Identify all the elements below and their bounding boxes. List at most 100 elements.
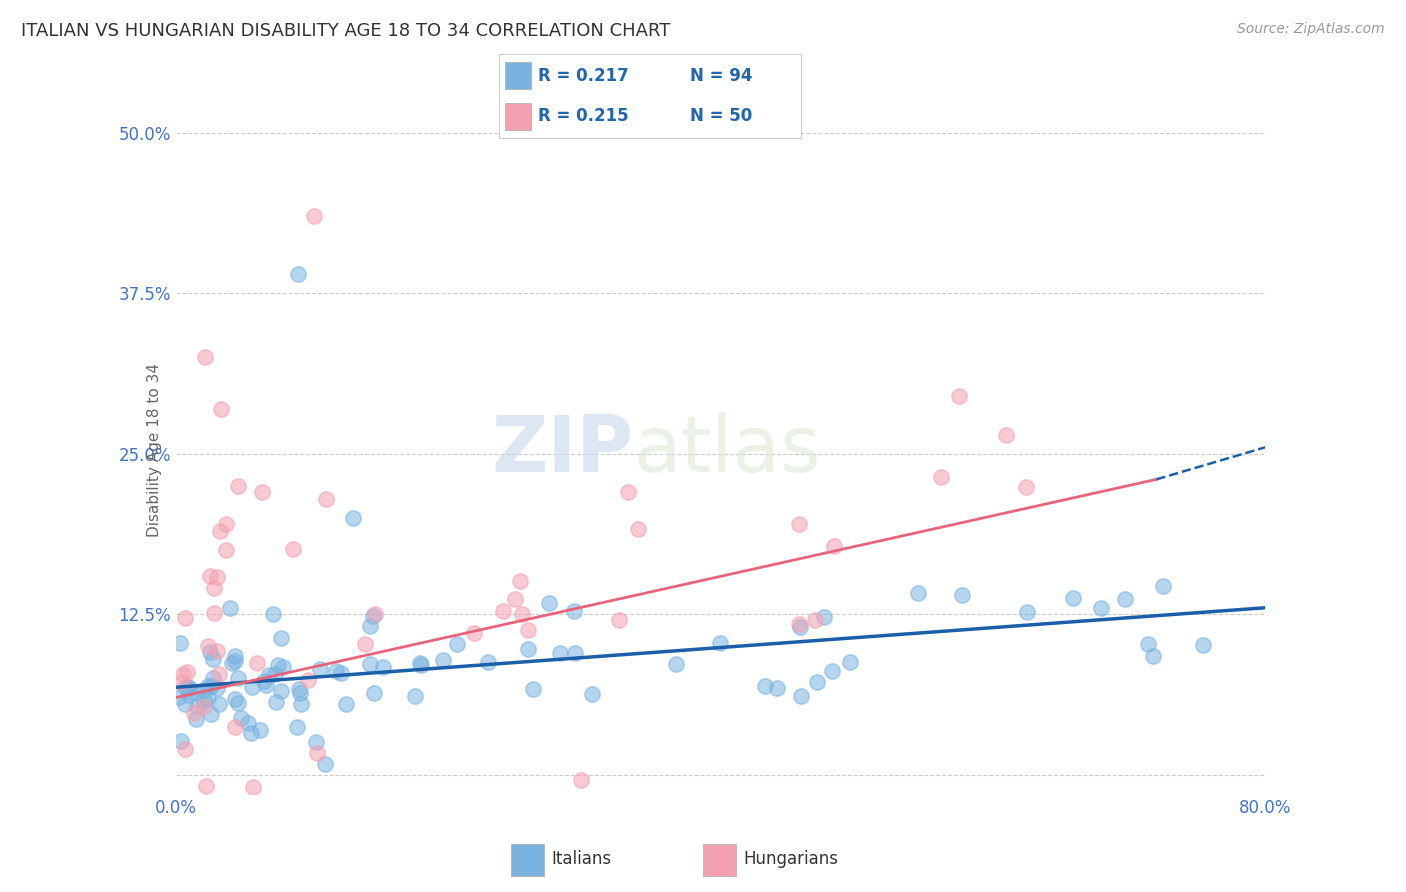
- Point: [170, 733, 193, 747]
- Point: [218, 601, 240, 615]
- Point: [224, 654, 246, 668]
- Point: [342, 511, 364, 525]
- Point: [564, 604, 586, 618]
- Point: [208, 697, 231, 711]
- Point: [169, 690, 191, 704]
- Point: [335, 698, 357, 712]
- Point: [517, 623, 540, 637]
- Point: [329, 666, 352, 681]
- Point: [224, 720, 246, 734]
- Point: [184, 685, 207, 699]
- Point: [516, 642, 538, 657]
- Point: [754, 680, 776, 694]
- Point: [304, 209, 326, 223]
- Point: [325, 664, 347, 678]
- Point: [257, 667, 280, 681]
- Bar: [505, 103, 531, 130]
- Point: [252, 485, 274, 500]
- Point: [184, 712, 207, 726]
- Point: [246, 656, 269, 670]
- Point: [177, 689, 200, 703]
- Point: [288, 686, 311, 700]
- Point: [359, 657, 381, 671]
- Point: [177, 681, 200, 696]
- Point: [236, 716, 259, 731]
- Bar: [510, 844, 544, 876]
- Point: [509, 574, 531, 589]
- Point: [202, 606, 225, 620]
- Point: [510, 607, 533, 621]
- Point: [195, 779, 218, 793]
- Point: [787, 517, 810, 532]
- Point: [995, 427, 1018, 442]
- Point: [224, 648, 246, 663]
- Point: [208, 666, 231, 681]
- Point: [290, 698, 312, 712]
- Point: [264, 695, 287, 709]
- Point: [823, 539, 845, 553]
- Point: [285, 721, 308, 735]
- Point: [253, 674, 276, 689]
- Point: [538, 596, 561, 610]
- Point: [240, 680, 263, 694]
- Point: [287, 267, 309, 281]
- Point: [200, 707, 222, 722]
- Point: [224, 692, 246, 706]
- Point: [314, 756, 336, 771]
- Point: [207, 643, 229, 657]
- Point: [214, 543, 236, 558]
- Point: [209, 401, 232, 416]
- Point: [569, 772, 592, 787]
- Point: [820, 665, 842, 679]
- Point: [221, 656, 243, 670]
- Point: [477, 655, 499, 669]
- Point: [522, 682, 544, 697]
- Point: [194, 351, 217, 365]
- Point: [929, 470, 952, 484]
- Point: [790, 689, 813, 703]
- Point: [463, 625, 485, 640]
- Point: [226, 671, 249, 685]
- Point: [950, 588, 973, 602]
- Text: ZIP: ZIP: [491, 412, 633, 489]
- Point: [204, 582, 226, 596]
- Point: [804, 613, 827, 627]
- Point: [271, 659, 294, 673]
- Text: R = 0.215: R = 0.215: [538, 107, 628, 125]
- Point: [309, 662, 332, 676]
- Point: [202, 671, 225, 685]
- Point: [550, 646, 572, 660]
- Point: [239, 725, 262, 739]
- Text: ITALIAN VS HUNGARIAN DISABILITY AGE 18 TO 34 CORRELATION CHART: ITALIAN VS HUNGARIAN DISABILITY AGE 18 T…: [21, 22, 671, 40]
- Point: [1114, 591, 1136, 606]
- Point: [193, 683, 215, 698]
- Text: atlas: atlas: [633, 412, 821, 489]
- Point: [226, 479, 249, 493]
- Point: [197, 679, 219, 693]
- Text: N = 50: N = 50: [689, 107, 752, 125]
- Point: [1090, 601, 1112, 615]
- Point: [186, 698, 208, 713]
- Point: [262, 607, 284, 621]
- Point: [315, 491, 337, 506]
- Point: [183, 706, 205, 721]
- Point: [446, 637, 468, 651]
- Y-axis label: Disability Age 18 to 34: Disability Age 18 to 34: [146, 363, 162, 538]
- Point: [197, 691, 219, 706]
- Point: [371, 660, 394, 674]
- Point: [205, 570, 228, 584]
- Bar: [703, 844, 735, 876]
- Point: [1137, 637, 1160, 651]
- Point: [242, 780, 264, 795]
- Point: [172, 666, 194, 681]
- Point: [169, 636, 191, 650]
- Point: [304, 735, 326, 749]
- Point: [270, 683, 292, 698]
- Text: R = 0.217: R = 0.217: [538, 67, 628, 85]
- Point: [1062, 591, 1084, 606]
- Point: [176, 681, 198, 695]
- Point: [709, 636, 731, 650]
- Point: [806, 675, 828, 690]
- Point: [193, 692, 215, 706]
- Text: Hungarians: Hungarians: [744, 849, 838, 868]
